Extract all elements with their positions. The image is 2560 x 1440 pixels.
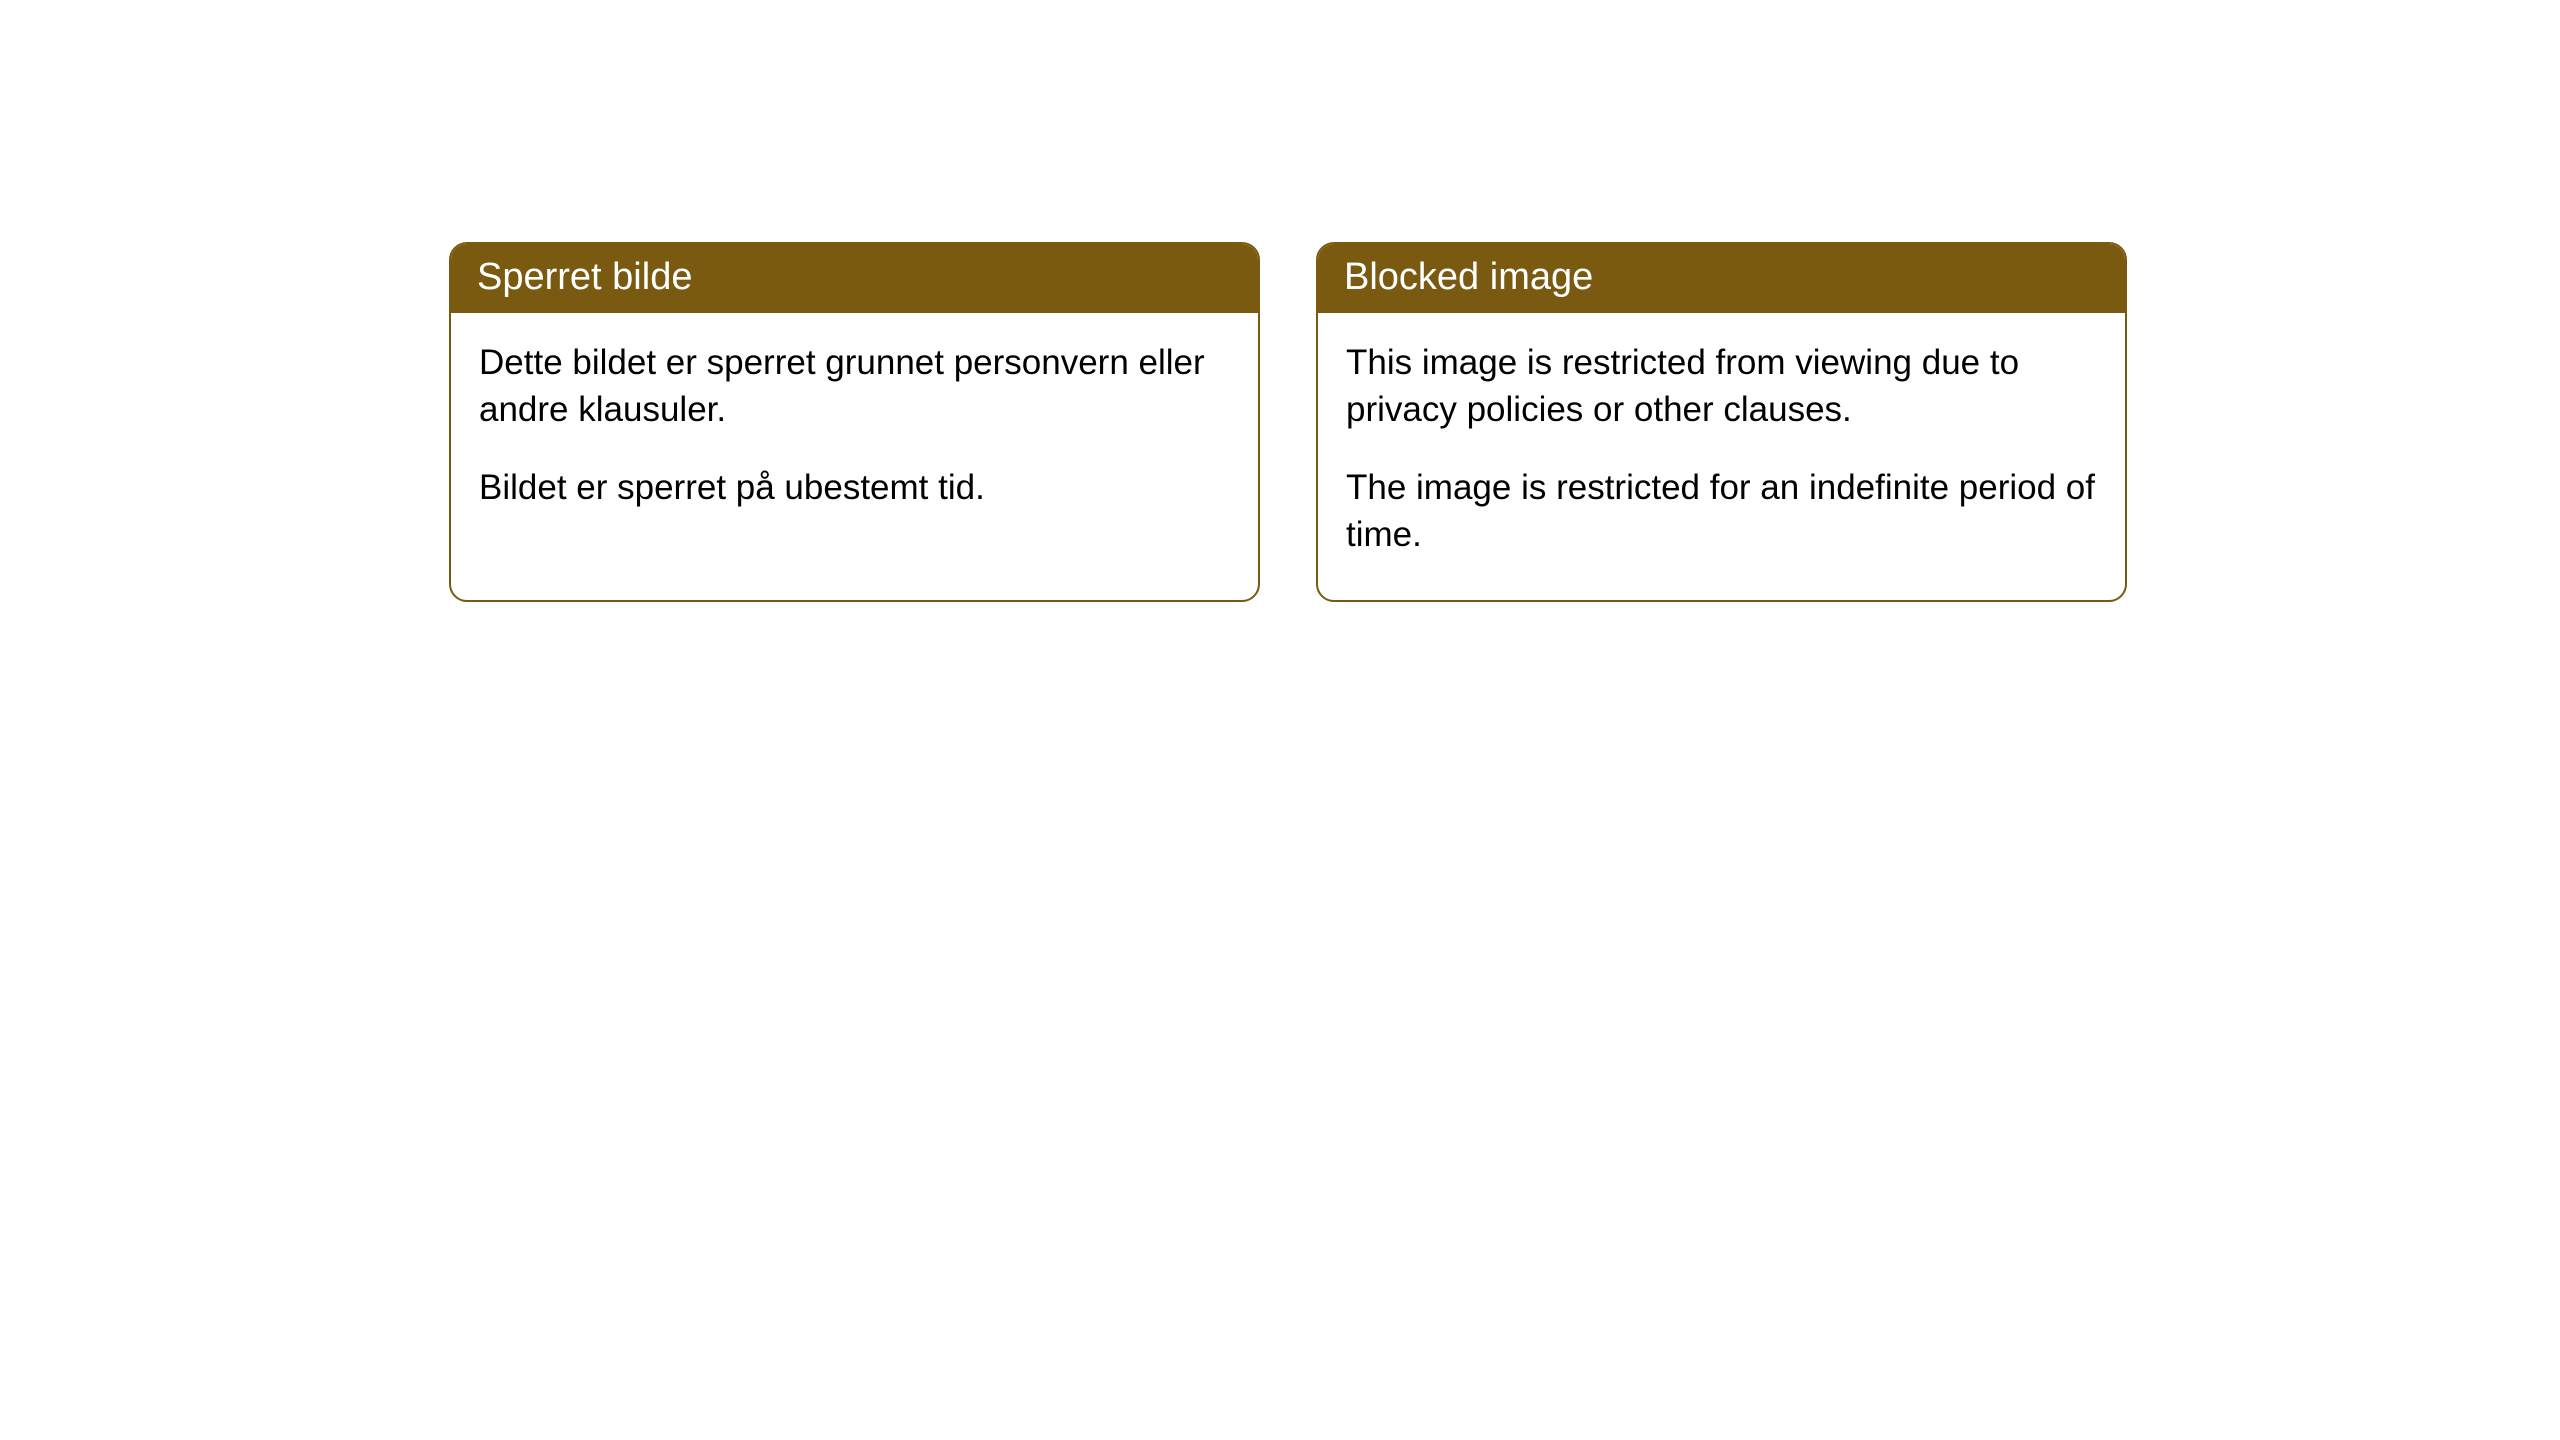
- card-title: Sperret bilde: [477, 256, 692, 298]
- notice-card-norwegian: Sperret bilde Dette bildet er sperret gr…: [449, 242, 1260, 602]
- notice-cards-container: Sperret bilde Dette bildet er sperret gr…: [449, 242, 2127, 602]
- card-header: Blocked image: [1318, 244, 2125, 313]
- card-title: Blocked image: [1344, 256, 1593, 298]
- card-paragraph: This image is restricted from viewing du…: [1346, 339, 2097, 434]
- card-body: This image is restricted from viewing du…: [1318, 313, 2125, 600]
- card-header: Sperret bilde: [451, 244, 1258, 313]
- card-paragraph: Bildet er sperret på ubestemt tid.: [479, 464, 1230, 511]
- card-paragraph: Dette bildet er sperret grunnet personve…: [479, 339, 1230, 434]
- notice-card-english: Blocked image This image is restricted f…: [1316, 242, 2127, 602]
- card-paragraph: The image is restricted for an indefinit…: [1346, 464, 2097, 559]
- card-body: Dette bildet er sperret grunnet personve…: [451, 313, 1258, 553]
